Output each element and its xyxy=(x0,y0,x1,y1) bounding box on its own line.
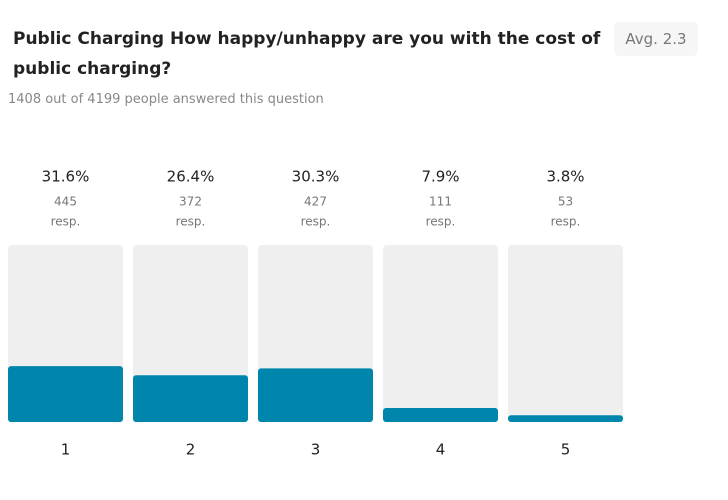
response-unit: resp. xyxy=(301,215,331,229)
bar xyxy=(8,366,123,422)
question-title: Public Charging How happy/unhappy are yo… xyxy=(13,29,601,79)
response-unit: resp. xyxy=(426,215,456,229)
answer-count: 1408 out of 4199 people answered this qu… xyxy=(8,92,324,107)
response-count: 445 xyxy=(54,195,77,209)
response-count: 427 xyxy=(304,195,327,209)
response-unit: resp. xyxy=(176,215,206,229)
bar xyxy=(383,408,498,422)
bar-track xyxy=(383,245,498,422)
response-count: 53 xyxy=(558,195,573,209)
average-badge: Avg. 2.3 xyxy=(614,22,698,56)
value-label: 7.9% xyxy=(421,168,459,186)
value-label: 30.3% xyxy=(292,168,340,186)
response-unit: resp. xyxy=(51,215,81,229)
response-count: 372 xyxy=(179,195,202,209)
response-count: 111 xyxy=(429,195,452,209)
bar xyxy=(258,368,373,422)
x-tick-label: 1 xyxy=(61,441,71,459)
bar xyxy=(508,415,623,422)
x-tick-label: 5 xyxy=(561,441,571,459)
value-label: 31.6% xyxy=(42,168,90,186)
value-label: 3.8% xyxy=(546,168,584,186)
x-tick-label: 2 xyxy=(186,441,196,459)
x-tick-label: 3 xyxy=(311,441,321,459)
response-unit: resp. xyxy=(551,215,581,229)
bar-track xyxy=(508,245,623,422)
bar xyxy=(133,375,248,422)
value-label: 26.4% xyxy=(167,168,215,186)
x-tick-label: 4 xyxy=(436,441,446,459)
